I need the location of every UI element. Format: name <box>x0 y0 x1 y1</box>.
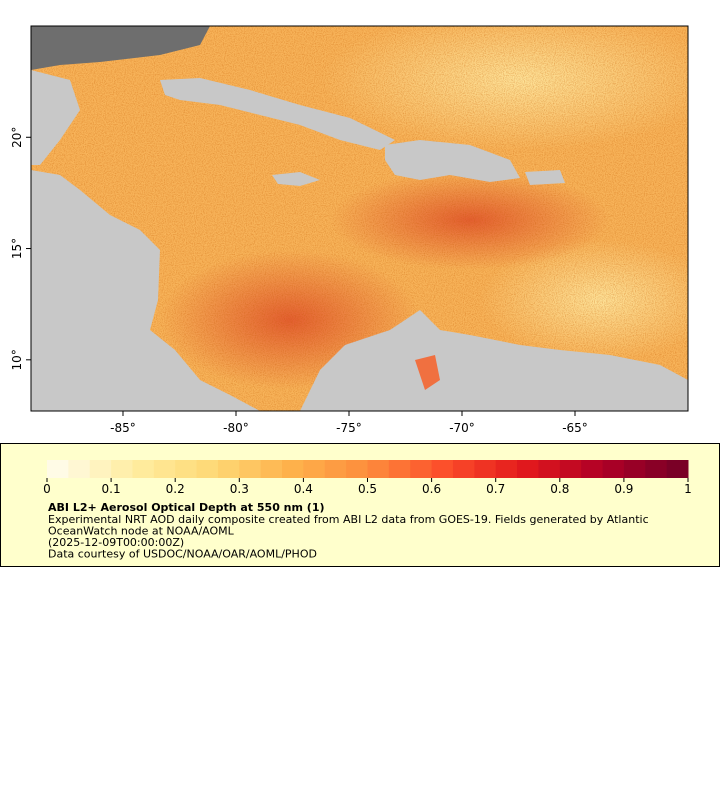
colorbar-step <box>623 460 646 478</box>
colorbar-step <box>388 460 411 478</box>
colorbar-tick-label: 0.1 <box>102 482 121 496</box>
colorbar-step <box>581 460 604 478</box>
colorbar-step <box>239 460 262 478</box>
axes: -85° -80° -75° -70° -65° 10° 15° 20° <box>10 127 588 435</box>
colorbar-step <box>153 460 176 478</box>
colorbar-tick-label: 0.6 <box>422 482 441 496</box>
description-line: Experimental NRT AOD daily composite cre… <box>48 513 649 526</box>
colorbar-step <box>132 460 155 478</box>
colorbar-tick-label: 0.5 <box>358 482 377 496</box>
colorbar-step <box>452 460 475 478</box>
y-tick-label: 20° <box>10 127 24 148</box>
x-tick-label: -80° <box>223 421 249 435</box>
lake-maracaibo <box>415 355 440 390</box>
colorbar-step <box>260 460 283 478</box>
colorbar-step <box>196 460 219 478</box>
land-hispaniola <box>385 140 520 182</box>
colorbar-step <box>559 460 582 478</box>
colorbar-step <box>666 460 689 478</box>
colorbar-step <box>89 460 112 478</box>
colorbar-step <box>645 460 668 478</box>
colorbar-step <box>474 460 497 478</box>
description: Experimental NRT AOD daily composite cre… <box>48 513 649 561</box>
y-tick-label: 10° <box>10 349 24 370</box>
colorbar-tick-label: 0.4 <box>294 482 313 496</box>
land-puerto-rico <box>525 170 565 185</box>
colorbar-tick-label: 0 <box>43 482 51 496</box>
colorbar-step <box>282 460 304 478</box>
no-data <box>31 26 210 70</box>
colorbar-step <box>111 460 133 478</box>
colorbar-step <box>68 460 91 478</box>
colorbar-tick-label: 0.8 <box>550 482 569 496</box>
colorbar: 0 0.1 0.2 0.3 0.4 0.5 0.6 0.7 0.8 0.9 1 <box>43 460 692 496</box>
x-tick-label: -70° <box>449 421 475 435</box>
colorbar-step <box>217 460 240 478</box>
land-jamaica <box>272 172 320 186</box>
colorbar-step <box>495 460 518 478</box>
land-yucatan <box>31 70 80 165</box>
x-tick-label: -85° <box>110 421 136 435</box>
colorbar-step <box>47 460 69 478</box>
land-central-america <box>31 170 260 411</box>
colorbar-step <box>346 460 368 478</box>
description-line: (2025-12-09T00:00:00Z) <box>48 536 184 549</box>
colorbar-tick-label: 0.3 <box>230 482 249 496</box>
x-tick-label: -65° <box>562 421 588 435</box>
land-south-america <box>300 310 688 411</box>
colorbar-step <box>175 460 198 478</box>
colorbar-tick-label: 1 <box>684 482 692 496</box>
colorbar-step <box>538 460 561 478</box>
colorbar-step <box>602 460 625 478</box>
description-line: OceanWatch node at NOAA/AOML <box>48 525 235 538</box>
colorbar-step <box>431 460 454 478</box>
colorbar-step <box>410 460 433 478</box>
map-frame <box>30 25 689 412</box>
colorbar-step <box>303 460 326 478</box>
colorbar-step <box>324 460 347 478</box>
map-area <box>31 26 688 411</box>
colorbar-tick-label: 0.7 <box>486 482 505 496</box>
colorbar-title: ABI L2+ Aerosol Optical Depth at 550 nm … <box>48 501 325 514</box>
x-tick-label: -75° <box>336 421 362 435</box>
colorbar-step <box>367 460 390 478</box>
description-line: Data courtesy of USDOC/NOAA/OAR/AOML/PHO… <box>48 548 317 561</box>
colorbar-tick-label: 0.9 <box>614 482 633 496</box>
land-cuba <box>160 78 395 150</box>
y-tick-label: 15° <box>10 238 24 259</box>
colorbar-step <box>517 460 539 478</box>
colorbar-tick-label: 0.2 <box>166 482 185 496</box>
